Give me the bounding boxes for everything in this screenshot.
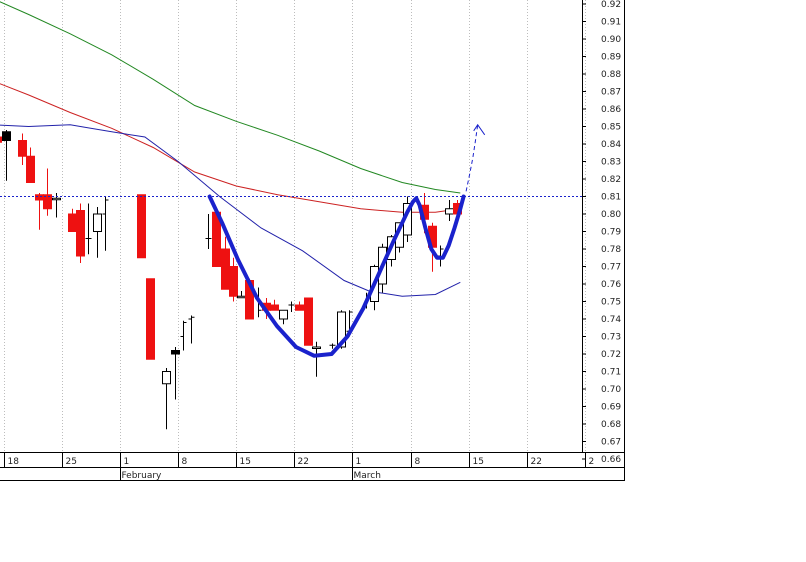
moving-average-mid [0, 83, 461, 213]
y-tick-label: 0.67 [601, 438, 621, 448]
y-tick-label: 0.85 [601, 123, 621, 133]
x-tick-label: 2 [589, 457, 595, 467]
candle-body [35, 194, 44, 201]
y-tick-label: 0.84 [601, 140, 621, 150]
grid-lines [4, 0, 586, 452]
candle-body [295, 304, 304, 311]
x-tick-label: 1 [356, 457, 362, 467]
y-tick-label: 0.81 [601, 193, 621, 203]
y-tick-label: 0.82 [601, 175, 621, 185]
y-tick-label: 0.78 [601, 245, 621, 255]
moving-average-long [0, 1, 461, 194]
x-tick-label: 1 [124, 457, 130, 467]
y-tick-label: 0.70 [601, 385, 621, 395]
x-tick-label: 15 [240, 457, 251, 467]
y-tick-label: 0.90 [601, 35, 621, 45]
candle-body [68, 213, 77, 232]
y-tick-label: 0.75 [601, 298, 621, 308]
cup-and-handle-annotation [0, 123, 582, 358]
cup-and-handle-curve [207, 194, 466, 358]
y-tick-label: 0.80 [601, 210, 621, 220]
candle-body [26, 155, 35, 183]
y-tick-label: 0.69 [601, 403, 621, 413]
y-tick-label: 0.72 [601, 350, 621, 360]
y-tick-label: 0.73 [601, 333, 621, 343]
candle-body [304, 297, 313, 346]
x-tick-label: 18 [8, 457, 20, 467]
candle-body [93, 213, 102, 232]
y-tick-label: 0.79 [601, 228, 621, 238]
candle-body [162, 371, 171, 385]
candle-body [43, 194, 52, 210]
candle-body [18, 140, 27, 157]
candle-body [146, 278, 155, 360]
y-tick-label: 0.86 [601, 105, 621, 115]
y-tick-label: 0.91 [601, 18, 621, 28]
candle-body [337, 311, 346, 348]
candle-body [52, 197, 61, 201]
candle-body [445, 208, 454, 215]
x-tick-label: 25 [66, 457, 77, 467]
month-label: February [122, 471, 163, 481]
candle-body [221, 248, 230, 290]
candle-body [229, 266, 238, 297]
y-tick-label: 0.68 [601, 420, 621, 430]
candle-body [0, 136, 2, 143]
moving-average-lines [0, 1, 461, 297]
candle-body [76, 210, 85, 257]
month-label: March [354, 471, 381, 481]
x-tick-label: 15 [473, 457, 484, 467]
x-tick-label: 22 [531, 457, 542, 467]
x-tick-label: 8 [182, 457, 188, 467]
x-tick-label: 22 [298, 457, 309, 467]
y-axis-labels: 0.92 0.91 0.90 0.89 0.88 0.87 0.86 0.85 0.84 0.83… [582, 0, 621, 465]
candle-body [171, 350, 180, 355]
y-tick-label: 0.76 [601, 280, 621, 290]
candle-body [137, 194, 146, 259]
y-tick-label: 0.71 [601, 368, 621, 378]
y-tick-label: 0.83 [601, 158, 621, 168]
breakout-projection [465, 124, 479, 192]
y-tick-label: 0.92 [601, 0, 621, 10]
y-tick-label: 0.87 [601, 88, 621, 98]
y-tick-label: 0.66 [601, 455, 621, 465]
projection-arrow-head [473, 123, 486, 136]
y-tick-label: 0.88 [601, 70, 621, 80]
plot-frame [0, 0, 625, 481]
y-tick-label: 0.89 [601, 53, 621, 63]
candle-body [279, 309, 288, 320]
y-tick-label: 0.74 [601, 315, 621, 325]
moving-average-short [0, 124, 461, 297]
candle-body [237, 295, 246, 299]
price-candles [0, 130, 462, 430]
candle-body [312, 346, 321, 349]
candle-body [2, 131, 11, 141]
x-tick-label: 8 [415, 457, 421, 467]
candle-body [270, 304, 279, 311]
y-tick-label: 0.77 [601, 263, 621, 273]
